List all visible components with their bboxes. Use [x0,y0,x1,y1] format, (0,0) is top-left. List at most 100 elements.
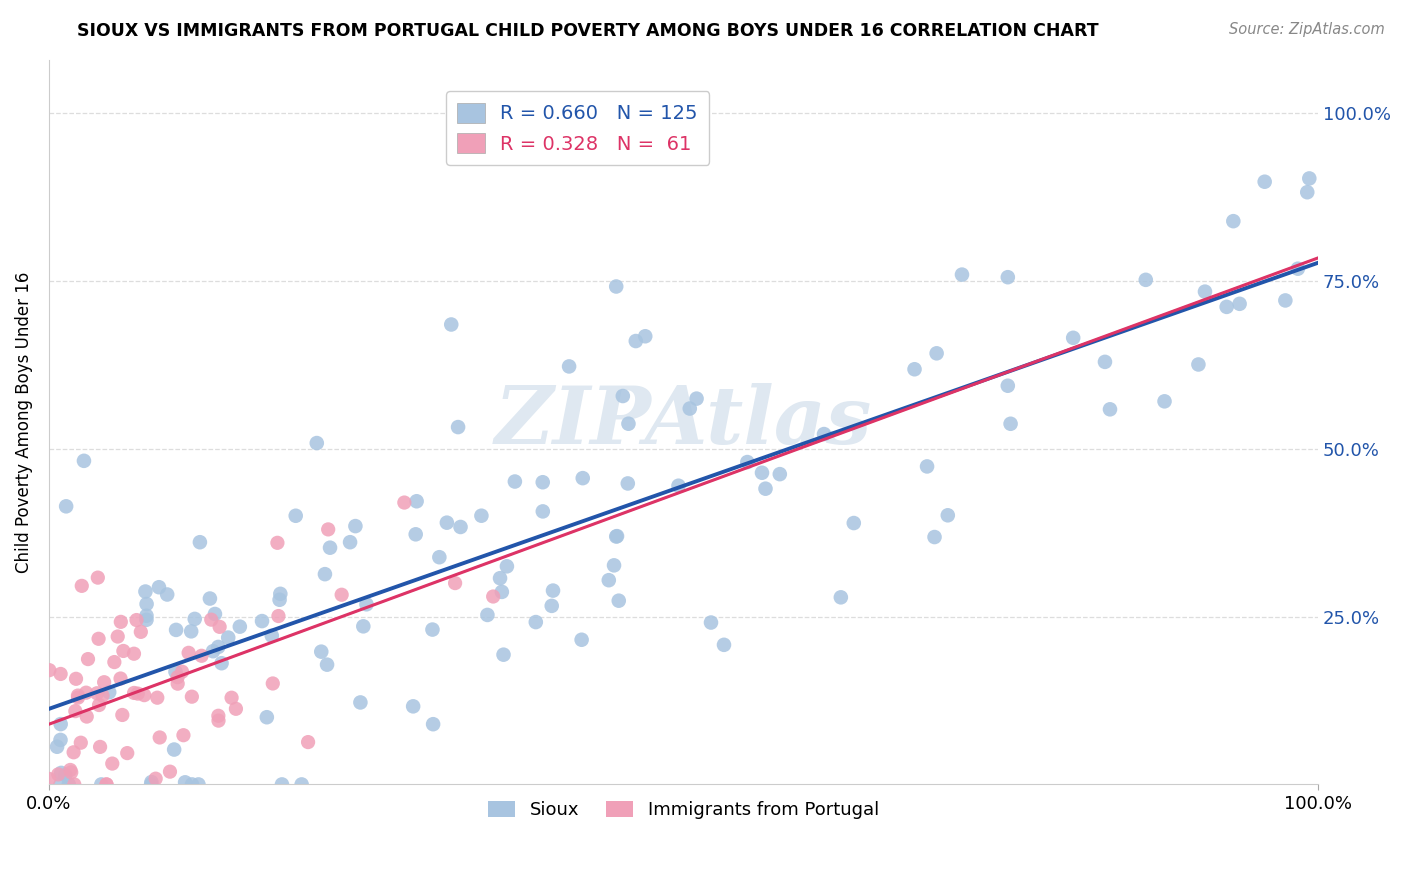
Point [830,591,852,605]
Point [447,420,470,434]
Point [66,690,89,705]
Point [62,745,84,759]
Point [524,615,547,629]
Point [541,583,564,598]
Point [90,777,112,791]
Point [38,772,60,786]
Point [813,427,835,442]
Point [1253,175,1275,189]
Point [217,631,239,645]
Point [207,708,229,723]
Point [309,645,332,659]
Point [49,733,72,747]
Point [915,459,938,474]
Point [436,516,458,530]
Point [444,576,467,591]
Point [87,571,110,585]
Point [129,624,152,639]
Point [229,620,252,634]
Point [221,690,243,705]
Point [69,736,91,750]
Point [145,772,167,786]
Point [634,329,657,343]
Point [617,417,640,431]
Point [59,763,82,777]
Point [1274,293,1296,308]
Point [489,571,512,585]
Point [134,688,156,702]
Point [65,704,87,718]
Point [103,655,125,669]
Point [177,646,200,660]
Point [49,667,72,681]
Point [1296,185,1319,199]
Point [98,685,121,699]
Point [117,746,139,760]
Point [924,530,946,544]
Point [605,279,627,293]
Point [349,695,371,709]
Point [165,623,187,637]
Point [491,585,513,599]
Point [925,346,948,360]
Point [571,471,593,485]
Point [91,689,114,703]
Point [122,686,145,700]
Point [77,652,100,666]
Point [204,607,226,621]
Point [188,535,211,549]
Point [51,765,73,780]
Point [110,672,132,686]
Point [503,475,526,489]
Point [135,597,157,611]
Point [70,579,93,593]
Point [55,768,77,782]
Point [267,609,290,624]
Point [89,739,111,754]
Point [65,672,87,686]
Point [422,623,444,637]
Point [405,494,427,508]
Point [316,522,339,536]
Point [135,608,157,623]
Point [624,334,647,348]
Point [531,504,554,518]
Point [180,690,202,704]
Point [260,629,283,643]
Point [96,777,118,791]
Point [207,714,229,728]
Legend: Sioux, Immigrants from Portugal: Sioux, Immigrants from Portugal [481,793,886,826]
Point [49,777,72,791]
Point [55,500,77,514]
Point [405,527,427,541]
Point [1062,331,1084,345]
Point [166,670,188,684]
Point [496,559,519,574]
Point [903,362,925,376]
Point [146,690,169,705]
Point [316,657,339,672]
Point [571,632,593,647]
Point [1215,300,1237,314]
Point [271,777,294,791]
Point [751,466,773,480]
Point [208,620,231,634]
Point [139,777,162,791]
Point [198,591,221,606]
Point [256,710,278,724]
Point [110,615,132,629]
Point [163,742,186,756]
Point [1094,355,1116,369]
Point [558,359,581,374]
Point [319,541,342,555]
Point [180,624,202,639]
Point [225,702,247,716]
Point [492,648,515,662]
Point [330,588,353,602]
Point [174,775,197,789]
Point [700,615,723,630]
Point [269,587,291,601]
Point [427,550,450,565]
Point [352,619,374,633]
Text: Source: ZipAtlas.com: Source: ZipAtlas.com [1229,22,1385,37]
